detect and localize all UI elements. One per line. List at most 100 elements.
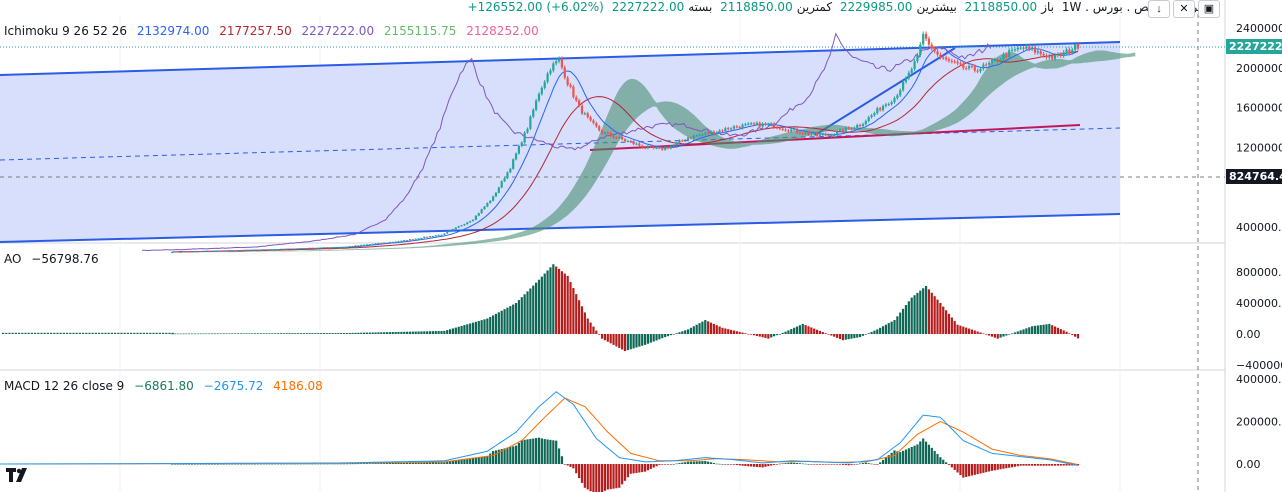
- candle-body: [563, 67, 566, 78]
- macd-histogram-bar: [563, 464, 566, 465]
- candle-body: [580, 105, 584, 114]
- ichimoku-legend[interactable]: Ichimoku 9 26 52 26 2132974.00 2177257.5…: [4, 24, 545, 38]
- macd-histogram-bar: [580, 464, 584, 483]
- ao-bar: [815, 329, 819, 334]
- ao-bar: [474, 321, 478, 334]
- macd-histogram-bar: [285, 463, 288, 465]
- macd-histogram-bar: [288, 463, 291, 465]
- ao-bar: [618, 334, 621, 348]
- macd-histogram-bar: [635, 464, 638, 473]
- candle-body: [434, 235, 437, 237]
- candle-body: [933, 48, 936, 52]
- macd-histogram-bar: [311, 463, 314, 465]
- candle-body: [406, 240, 409, 242]
- ao-bar: [30, 332, 33, 334]
- macd-histogram-bar: [360, 463, 363, 465]
- ao-bar: [529, 288, 532, 334]
- candle-body: [856, 125, 859, 128]
- macd-histogram-bar: [457, 460, 460, 464]
- macd-histogram-bar: [844, 464, 847, 466]
- macd-histogram-bar: [211, 463, 214, 465]
- macd-histogram-bar: [1056, 464, 1060, 466]
- candle-body: [850, 128, 853, 130]
- macd-histogram-bar: [245, 463, 248, 465]
- ao-bar: [555, 266, 558, 334]
- arrow-down-icon[interactable]: ↓: [1148, 0, 1170, 18]
- ao-bar: [904, 305, 908, 334]
- candle-body: [795, 128, 799, 133]
- ao-bar: [658, 334, 661, 340]
- macd-histogram-bar: [738, 464, 741, 466]
- ao-legend[interactable]: AO −56798.76: [4, 252, 105, 266]
- ao-bar: [887, 323, 890, 334]
- macd-histogram-bar: [205, 463, 208, 465]
- ao-bar: [66, 332, 69, 334]
- ao-bar: [377, 332, 380, 334]
- ao-bar: [962, 326, 965, 334]
- candle-body: [560, 58, 564, 68]
- candle-body: [1059, 54, 1062, 56]
- macd-histogram-bar: [190, 463, 194, 465]
- candle-body: [317, 247, 320, 249]
- macd-histogram-bar: [188, 463, 191, 465]
- macd-histogram-bar: [460, 459, 463, 464]
- ao-bar: [824, 333, 827, 334]
- macd-histogram-bar: [537, 437, 541, 464]
- candle-body: [299, 248, 303, 250]
- ao-bar: [268, 333, 271, 334]
- macd-histogram-bar: [529, 438, 532, 464]
- ao-bar: [288, 333, 291, 334]
- candle-body: [1031, 47, 1034, 49]
- candle-body: [864, 121, 867, 125]
- ao-bar: [758, 334, 761, 337]
- candle-body: [342, 246, 346, 248]
- macd-histogram-bar: [233, 463, 237, 465]
- macd-histogram-bar: [380, 463, 383, 464]
- candle-body: [781, 128, 784, 130]
- macd-histogram-bar: [887, 455, 890, 464]
- ao-bar: [165, 332, 168, 334]
- trend-line-blue: [814, 47, 956, 136]
- macd-histogram-bar: [540, 438, 543, 464]
- ao-bar: [724, 328, 727, 334]
- ao-bar: [1065, 331, 1068, 334]
- macd-histogram-bar: [621, 464, 624, 485]
- ao-bar: [1036, 325, 1039, 334]
- macd-legend[interactable]: MACD 12 26 close 9 −6861.80 −2675.72 418…: [4, 379, 329, 393]
- ao-bar: [391, 332, 394, 334]
- macd-histogram-bar: [798, 463, 801, 464]
- macd-histogram-bar: [859, 463, 862, 465]
- candle-body: [265, 249, 268, 251]
- macd-histogram-bar: [486, 456, 489, 464]
- regression-channel-fill: [0, 42, 1120, 242]
- macd-histogram-bar: [686, 461, 690, 464]
- macd-histogram-bar: [517, 442, 521, 464]
- ao-bar: [744, 333, 747, 334]
- candle-body: [193, 251, 197, 253]
- candle-body: [721, 130, 724, 132]
- ao-axis-tick-label: 400000.00: [1236, 297, 1282, 310]
- ao-bar: [543, 273, 546, 334]
- candle-body: [902, 81, 905, 91]
- candle-body: [328, 247, 331, 249]
- high-value: 2229985.00: [839, 0, 913, 14]
- ao-bar: [738, 331, 741, 334]
- fullscreen-icon[interactable]: ▣: [1198, 0, 1220, 18]
- ao-bar: [334, 333, 337, 334]
- macd-histogram-bar: [294, 463, 297, 465]
- change-value: +126552.00 (+6.02%): [467, 0, 604, 14]
- candle-body: [388, 242, 391, 244]
- macd-histogram-bar: [595, 464, 598, 492]
- macd-histogram-bar: [503, 448, 506, 464]
- candle-body: [930, 44, 933, 49]
- ichimoku-v4: 2155115.75: [383, 24, 457, 38]
- ao-bar: [94, 332, 97, 334]
- candle-body: [233, 250, 237, 252]
- ao-bar: [833, 334, 836, 337]
- ao-bar: [566, 275, 569, 334]
- close-icon[interactable]: ✕: [1173, 0, 1195, 18]
- candle-body: [810, 134, 813, 136]
- candle-body: [285, 248, 288, 250]
- macd-histogram-bar: [1033, 464, 1037, 466]
- candle-body: [474, 215, 478, 220]
